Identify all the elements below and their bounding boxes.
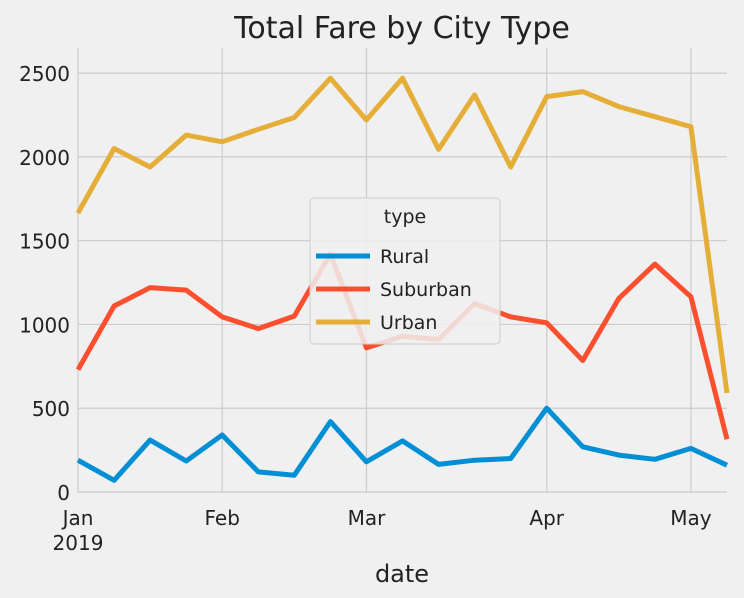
y-tick-label: 2000 — [19, 146, 70, 170]
legend: type Rural Suburban Urban — [309, 197, 501, 345]
legend-label-urban: Urban — [380, 312, 437, 334]
x-tick-sublabel: 2019 — [53, 531, 104, 555]
chart-title: Total Fare by City Type — [233, 11, 570, 46]
y-tick-label: 1000 — [19, 313, 70, 337]
series-line-urban — [75, 75, 730, 394]
x-tick-label: May — [670, 506, 712, 530]
y-tick-label: 2500 — [19, 62, 70, 86]
legend-label-rural: Rural — [380, 246, 429, 268]
x-tick-label: Jan — [61, 506, 94, 530]
series-line-rural — [76, 405, 729, 483]
legend-box — [309, 197, 501, 345]
x-axis-label: date — [375, 560, 429, 588]
legend-label-suburban: Suburban — [380, 279, 472, 301]
y-tick-label: 0 — [57, 481, 70, 505]
y-tick-label: 500 — [32, 397, 70, 421]
x-tick-label: Apr — [529, 506, 564, 530]
y-tick-label: 1500 — [19, 230, 70, 254]
x-tick-label: Feb — [205, 506, 240, 530]
x-tick-label: Mar — [348, 506, 387, 530]
y-tick-labels: 0 500 1000 1500 2000 2500 — [19, 62, 70, 505]
legend-title: type — [384, 206, 426, 228]
